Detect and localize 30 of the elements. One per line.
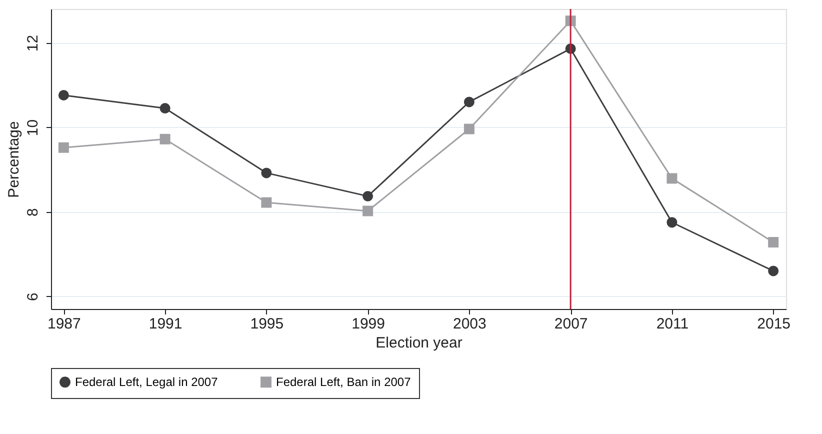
point [768,236,779,248]
x-tick-label: 2003 [453,316,486,332]
point [58,90,69,100]
point [768,266,779,276]
x-axis-title: Election year [376,334,462,352]
y-tick-label: 6 [24,292,42,301]
y-tick-label: 12 [24,34,42,52]
y-axis-title: Percentage [6,121,22,198]
legend-label: Federal Left, Legal in 2007 [75,375,218,390]
point [464,124,474,134]
point [666,173,678,184]
point [362,206,374,216]
y-tick-label: 10 [24,119,42,136]
point [261,168,272,178]
x-tick-label: 1999 [352,316,385,332]
y-tick-label: 8 [24,208,42,216]
point [261,197,272,208]
x-tick-label: 1987 [47,316,81,332]
point [464,96,474,108]
x-tick-label: 2011 [656,316,689,332]
x-tick-label: 2015 [757,316,791,332]
point [160,103,170,114]
x-tick-label: 1991 [148,316,182,332]
x-tick-label: 2007 [554,316,588,332]
point [160,134,170,144]
point [666,217,678,228]
point [58,142,69,153]
point [362,190,374,202]
legend-label: Federal Left, Ban in 2007 [276,375,412,390]
x-tick-label: 1995 [250,316,284,332]
